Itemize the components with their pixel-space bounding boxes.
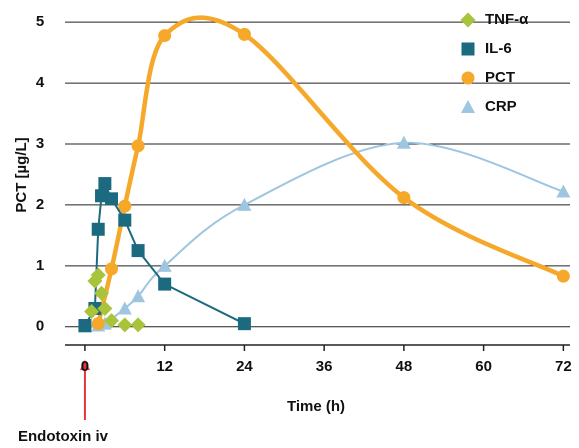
marker [131, 244, 145, 258]
marker [105, 192, 119, 206]
marker [97, 300, 113, 316]
marker [94, 285, 110, 301]
y-tick-label: 2 [36, 196, 44, 213]
marker [117, 317, 133, 333]
x-tick-label: 24 [236, 358, 253, 375]
series [77, 135, 571, 333]
y-axis-label: PCT [µg/L] [13, 137, 30, 212]
x-tick-label: 48 [396, 358, 413, 375]
marker [157, 258, 172, 272]
y-tick-label: 3 [36, 135, 44, 152]
x-tick-label: 72 [555, 358, 572, 375]
legend-label: CRP [485, 98, 517, 115]
marker [461, 71, 475, 85]
marker [91, 222, 105, 236]
marker [556, 184, 571, 198]
marker [396, 135, 411, 149]
x-tick-label: 0 [81, 358, 89, 375]
x-tick-label: 60 [475, 358, 492, 375]
y-tick-label: 0 [36, 318, 44, 335]
marker [105, 262, 119, 276]
marker [104, 313, 120, 329]
marker [95, 189, 109, 203]
x-axis-label: Time (h) [287, 398, 345, 415]
marker [118, 213, 132, 227]
series-line [84, 141, 564, 328]
annotation: Endotoxin iv [18, 428, 109, 445]
marker [130, 317, 146, 333]
marker [237, 317, 251, 331]
legend-label: IL-6 [485, 40, 512, 57]
legend-label: TNF-α [485, 11, 529, 28]
legend-label: PCT [485, 69, 515, 86]
marker [118, 199, 132, 213]
marker [556, 269, 570, 283]
marker [131, 289, 146, 303]
marker [91, 317, 105, 331]
y-tick-label: 5 [36, 13, 44, 30]
y-tick-label: 1 [36, 257, 44, 274]
marker [84, 304, 100, 319]
marker [158, 29, 172, 43]
marker [98, 177, 112, 191]
marker [117, 301, 132, 315]
marker [131, 139, 145, 153]
x-tick-label: 36 [316, 358, 333, 375]
y-tick-label: 4 [36, 74, 45, 91]
series [84, 267, 146, 333]
annotation-arrowhead [79, 360, 90, 370]
series [91, 15, 570, 331]
marker [397, 191, 411, 205]
marker [237, 27, 251, 41]
x-tick-label: 12 [156, 358, 173, 375]
series-line [84, 180, 245, 327]
marker [461, 42, 475, 56]
marker [78, 319, 92, 333]
marker [461, 100, 475, 113]
marker [90, 267, 106, 283]
marker [237, 197, 252, 211]
marker [460, 12, 476, 28]
marker [158, 277, 172, 291]
